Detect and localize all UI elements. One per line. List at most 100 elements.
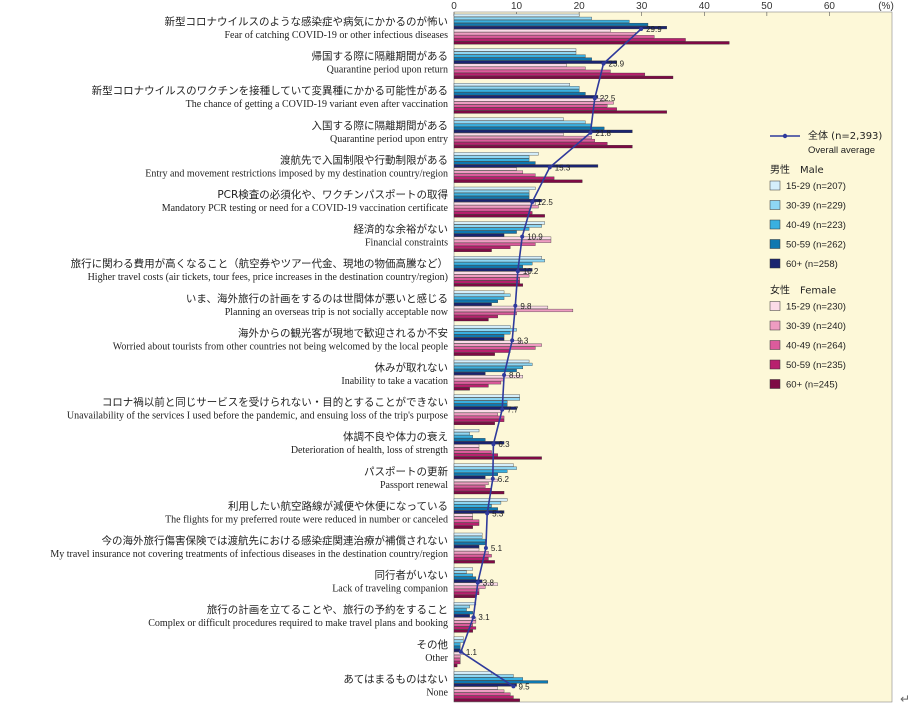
bar [453, 415, 505, 419]
legend-label: 15-29 (n=207) [786, 181, 846, 192]
bar [453, 384, 489, 388]
bar [453, 541, 486, 546]
bar [453, 189, 530, 193]
x-tick-label: 0 [451, 1, 457, 12]
bar [453, 98, 605, 102]
bar [453, 57, 592, 61]
bar [453, 92, 586, 96]
bar [453, 674, 514, 678]
bar [453, 331, 511, 335]
bar [453, 557, 489, 561]
bar [453, 594, 477, 598]
category-label-en: Higher travel costs (air tickets, tour f… [88, 272, 448, 283]
overall-point [511, 684, 516, 689]
bar [453, 311, 517, 316]
category-label-jp: 今の海外旅行傷害保険では渡航先における感染症関連治療が補償されない [102, 534, 449, 547]
bar [453, 35, 655, 39]
bar [453, 230, 517, 234]
legend-swatch [769, 301, 781, 311]
legend-swatch [769, 379, 781, 389]
bar [453, 554, 492, 558]
bar [453, 608, 467, 612]
bar [453, 516, 473, 520]
bar [453, 277, 520, 281]
bar [453, 179, 583, 183]
unit-label: (%) [878, 1, 894, 12]
overall-point [502, 373, 507, 377]
x-tick-label: 60 [824, 1, 836, 12]
overall-value-label: 3.8 [483, 579, 495, 588]
overall-line [459, 28, 642, 688]
category-label-jp: 休みが取れない [375, 361, 449, 374]
bar [453, 698, 520, 702]
bar [453, 152, 539, 156]
overall-value-label: 10.9 [527, 233, 543, 242]
overall-value-label: 9.5 [518, 682, 530, 691]
bar [453, 522, 480, 526]
bar [453, 387, 470, 391]
bar [453, 129, 633, 133]
bar [453, 469, 508, 473]
bar [453, 560, 495, 564]
overall-point [471, 615, 476, 620]
bar [453, 236, 552, 240]
overall-value-label: 6.3 [498, 440, 510, 449]
category-label-jp: 経済的な余裕がない [354, 223, 449, 236]
bar [453, 466, 517, 470]
bar [453, 403, 508, 407]
overall-point [520, 234, 525, 239]
bar [453, 359, 530, 363]
bar [453, 340, 524, 344]
bar [453, 478, 498, 482]
bar [453, 692, 511, 696]
category-label-en: My travel insurance not covering treatme… [50, 549, 448, 560]
legend-swatch [769, 180, 781, 191]
bar [453, 418, 505, 422]
legend-group-header: 女性 Female [770, 284, 836, 297]
overall-point [515, 269, 520, 274]
bar [453, 343, 542, 347]
overall-value-label: 5.3 [492, 509, 504, 518]
legend-swatch [769, 359, 781, 370]
bar [453, 664, 458, 668]
legend-swatch [769, 258, 781, 269]
legend-overall-label: 全体 (n=2,393) [808, 129, 882, 142]
bar [453, 211, 533, 215]
bar [453, 290, 505, 294]
bar [453, 686, 498, 690]
category-label-jp: 入国する際に隔離期間がある [312, 119, 449, 132]
bar [453, 48, 577, 52]
overall-point [588, 130, 593, 135]
overall-point [491, 442, 496, 447]
bar [453, 173, 536, 177]
bar [453, 614, 470, 618]
bar [453, 75, 674, 79]
category-label-jp: 同行者がいない [375, 569, 449, 582]
overall-point [458, 649, 463, 654]
bar [453, 365, 524, 370]
bar [453, 532, 483, 536]
bar [453, 95, 599, 99]
bar [453, 657, 461, 662]
bar [453, 83, 570, 87]
bar [453, 308, 574, 313]
bar [453, 155, 530, 159]
bar [453, 573, 473, 577]
bar [453, 101, 614, 105]
bar [453, 645, 461, 649]
bar [453, 545, 480, 549]
bar [453, 195, 530, 200]
bar [453, 293, 511, 297]
overall-value-label: 10.2 [523, 267, 539, 276]
bar [453, 13, 580, 17]
legend-swatch [769, 200, 781, 210]
overall-value-label: 7.7 [507, 406, 519, 415]
overall-point [513, 303, 518, 308]
bar [453, 525, 473, 529]
bar [453, 602, 477, 606]
category-label-en: Lack of traveling companion [332, 584, 448, 595]
bar [453, 262, 533, 266]
legend-swatch [769, 239, 781, 249]
overall-point [490, 476, 495, 481]
bar [453, 32, 636, 36]
